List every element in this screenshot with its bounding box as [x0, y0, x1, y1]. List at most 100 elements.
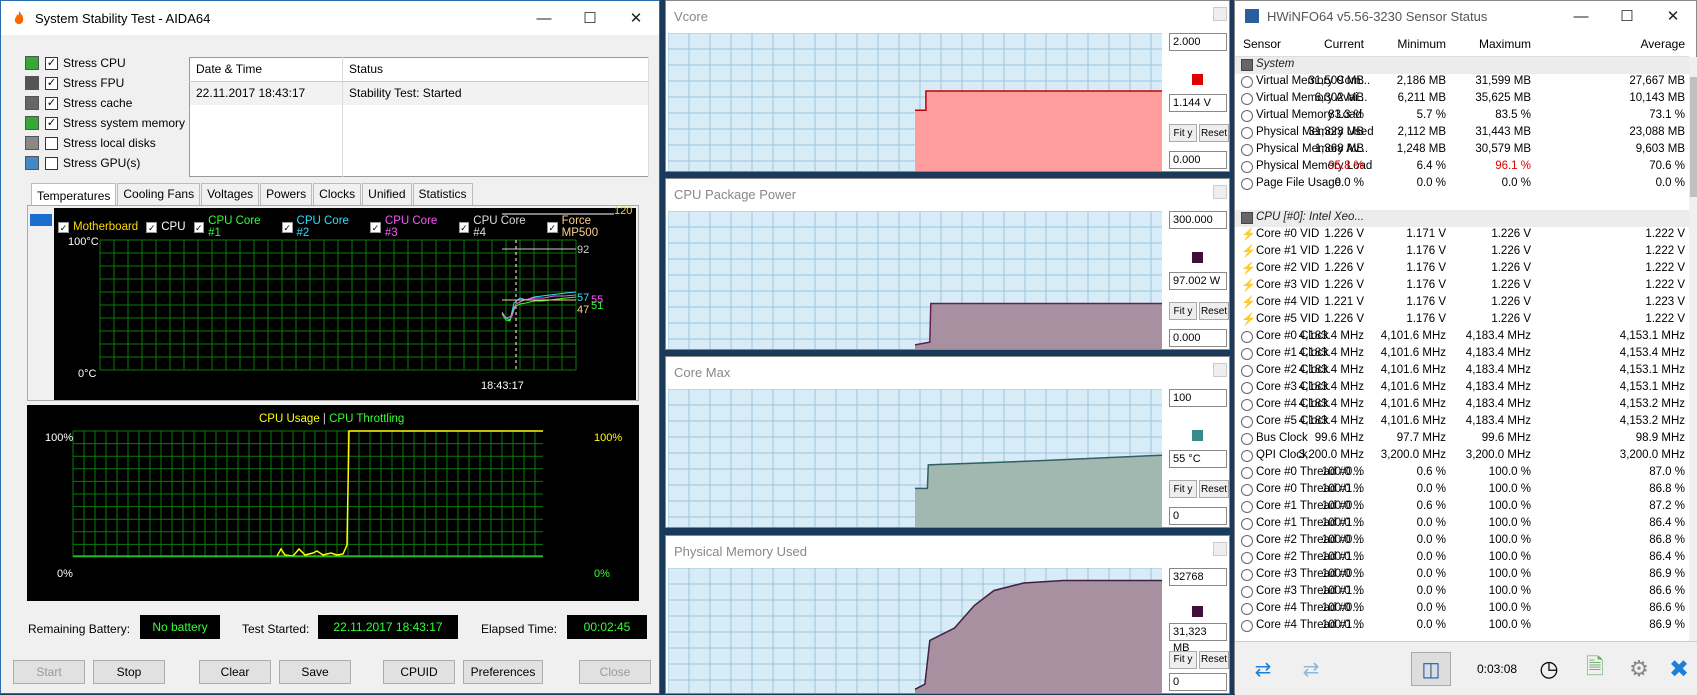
cpuid-button[interactable]: CPUID: [383, 660, 455, 684]
close-x-icon[interactable]: ✖: [1668, 655, 1690, 683]
clear-button[interactable]: Clear: [199, 660, 271, 684]
graph-min-field[interactable]: 0: [1169, 673, 1227, 691]
sensor-row[interactable]: Virtual Memory Com... 31,509 MB 2,186 MB 31…: [1235, 74, 1689, 91]
legend-item[interactable]: ✓ Motherboard: [58, 215, 138, 239]
stress-checkbox[interactable]: ✓: [45, 76, 58, 90]
legend-checkbox[interactable]: ✓: [193, 221, 205, 233]
stress-option[interactable]: ✓ Stress CPU: [25, 53, 185, 73]
sensor-row[interactable]: Page File Usage 0.0 % 0.0 % 0.0 % 0.0 %: [1235, 176, 1689, 193]
graph-min-field[interactable]: 0.000: [1169, 329, 1227, 347]
reset-button[interactable]: Reset: [1199, 302, 1229, 321]
graph-close-icon[interactable]: [1213, 363, 1227, 377]
legend-item[interactable]: ✓ CPU Core #1: [193, 215, 274, 239]
log-header-status[interactable]: Status: [342, 57, 649, 82]
reset-button[interactable]: Reset: [1199, 124, 1229, 143]
sensor-row[interactable]: Core #1 Clock 4,183.4 MHz 4,101.6 MHz 4,183…: [1235, 346, 1689, 363]
stress-option[interactable]: Stress GPU(s): [25, 153, 185, 173]
report-icon[interactable]: 🗎: [1586, 654, 1604, 679]
sensor-row[interactable]: ⚡ Core #5 VID 1.226 V 1.176 V 1.226 V 1.222 V: [1235, 312, 1689, 329]
sensor-scrollbar[interactable]: [1689, 57, 1697, 641]
scroll-indicator[interactable]: [30, 214, 52, 226]
sensor-row[interactable]: Core #4 Thread #0... 100.0 % 0.0 % 100.0 % 8…: [1235, 601, 1689, 618]
sensor-group-row[interactable]: CPU [#0]: Intel Xeo...: [1235, 210, 1689, 227]
sensor-row[interactable]: Core #4 Clock 4,183.4 MHz 4,101.6 MHz 4,183…: [1235, 397, 1689, 414]
stress-checkbox[interactable]: ✓: [45, 56, 58, 70]
col-minimum[interactable]: Minimum: [1397, 37, 1446, 51]
graph-max-field[interactable]: 32768: [1169, 568, 1227, 586]
sensor-group-row[interactable]: System: [1235, 57, 1689, 74]
stress-checkbox[interactable]: ✓: [45, 116, 58, 130]
minimize-button[interactable]: —: [536, 9, 552, 27]
legend-checkbox[interactable]: ✓: [370, 221, 381, 233]
col-sensor[interactable]: Sensor: [1243, 37, 1282, 51]
series-color-swatch[interactable]: [1192, 74, 1203, 86]
graph-close-icon[interactable]: [1213, 185, 1227, 199]
hw-maximize-button[interactable]: ☐: [1620, 8, 1634, 25]
tab-powers[interactable]: Powers: [260, 183, 313, 206]
sensor-row[interactable]: Physical Memory Av... 1,368 MB 1,248 MB 30,…: [1235, 142, 1689, 159]
stress-checkbox[interactable]: [45, 136, 58, 150]
sensor-row[interactable]: Virtual Memory Avai... 6,302 MB 6,211 MB 35…: [1235, 91, 1689, 108]
sensor-row[interactable]: Core #4 Thread #1... 100.0 % 0.0 % 100.0 % 8…: [1235, 618, 1689, 635]
sensor-row[interactable]: Core #2 Thread #0... 100.0 % 0.0 % 100.0 % 8…: [1235, 533, 1689, 550]
sensor-row[interactable]: ⚡ Core #3 VID 1.226 V 1.176 V 1.226 V 1.222 V: [1235, 278, 1689, 295]
hw-minimize-button[interactable]: —: [1573, 7, 1589, 25]
tab-voltages[interactable]: Voltages: [201, 183, 260, 206]
stress-option[interactable]: ✓ Stress FPU: [25, 73, 185, 93]
fit-y-button[interactable]: Fit y: [1169, 124, 1197, 143]
stress-option[interactable]: ✓ Stress cache: [25, 93, 185, 113]
graph-min-field[interactable]: 0: [1169, 507, 1227, 525]
sensor-row[interactable]: Core #3 Clock 4,183.4 MHz 4,101.6 MHz 4,183…: [1235, 380, 1689, 397]
tab-temperatures[interactable]: Temperatures: [31, 183, 117, 206]
sensor-row[interactable]: Core #1 Thread #0... 100.0 % 0.6 % 100.0 % 8…: [1235, 499, 1689, 516]
maximize-button[interactable]: ☐: [583, 10, 597, 27]
stress-option[interactable]: Stress local disks: [25, 133, 185, 153]
sensor-row[interactable]: Core #0 Clock 4,183.4 MHz 4,101.6 MHz 4,183…: [1235, 329, 1689, 346]
legend-item[interactable]: ✓ Force MP500: [547, 215, 628, 239]
save-button[interactable]: Save: [279, 660, 351, 684]
graph-max-field[interactable]: 300.000: [1169, 211, 1227, 229]
graph-max-field[interactable]: 100: [1169, 389, 1227, 407]
graph-min-field[interactable]: 0.000: [1169, 151, 1227, 169]
preferences-button[interactable]: Preferences: [463, 660, 543, 684]
col-average[interactable]: Average: [1640, 37, 1685, 51]
sensor-row[interactable]: ⚡ Core #0 VID 1.226 V 1.171 V 1.226 V 1.222 V: [1235, 227, 1689, 244]
sensor-row[interactable]: Bus Clock 99.6 MHz 97.7 MHz 99.6 MHz 98.9 MH…: [1235, 431, 1689, 448]
nav-arrows-disabled-icon[interactable]: ⇄: [1302, 658, 1320, 681]
legend-checkbox[interactable]: ✓: [458, 221, 470, 233]
sensor-row[interactable]: Core #3 Thread #0... 100.0 % 0.0 % 100.0 % 8…: [1235, 567, 1689, 584]
hw-close-window-button[interactable]: ✕: [1666, 8, 1680, 25]
stress-option[interactable]: ✓ Stress system memory: [25, 113, 185, 133]
hwinfo-titlebar[interactable]: HWiNFO64 v5.56-3230 Sensor Status — ☐ ✕: [1235, 1, 1696, 31]
sensor-row[interactable]: Core #0 Thread #1... 100.0 % 0.0 % 100.0 % 8…: [1235, 482, 1689, 499]
graph-max-field[interactable]: 2.000: [1169, 33, 1227, 51]
tab-clocks[interactable]: Clocks: [313, 183, 362, 206]
sensor-row[interactable]: Physical Memory Load 95.8 % 6.4 % 96.1 % 70.…: [1235, 159, 1689, 176]
settings-gear-icon[interactable]: ⚙: [1629, 656, 1649, 681]
tab-cooling-fans[interactable]: Cooling Fans: [117, 183, 201, 206]
series-color-swatch[interactable]: [1192, 605, 1203, 617]
col-maximum[interactable]: Maximum: [1478, 37, 1531, 51]
close-button[interactable]: Close: [579, 660, 651, 684]
network-icon[interactable]: ◫: [1411, 652, 1451, 686]
stress-checkbox[interactable]: [45, 156, 58, 170]
sensor-row[interactable]: Core #3 Thread #1... 100.0 % 0.0 % 100.0 % 8…: [1235, 584, 1689, 601]
sensor-row[interactable]: QPI Clock 3,200.0 MHz 3,200.0 MHz 3,200.0 M…: [1235, 448, 1689, 465]
sensor-row[interactable]: Physical Memory Used 31,323 MB 2,112 MB 31,…: [1235, 125, 1689, 142]
legend-item[interactable]: ✓ CPU Core #3: [370, 215, 450, 239]
tab-unified[interactable]: Unified: [362, 183, 412, 206]
sensor-row[interactable]: ⚡ Core #1 VID 1.226 V 1.176 V 1.226 V 1.222 V: [1235, 244, 1689, 261]
legend-item[interactable]: ✓ CPU: [146, 215, 186, 239]
sensor-row[interactable]: Core #2 Clock 4,183.4 MHz 4,101.6 MHz 4,183…: [1235, 363, 1689, 380]
tab-statistics[interactable]: Statistics: [412, 183, 473, 206]
series-color-swatch[interactable]: [1192, 430, 1203, 442]
graph-close-icon[interactable]: [1213, 7, 1227, 21]
fit-y-button[interactable]: Fit y: [1169, 650, 1197, 669]
fit-y-button[interactable]: Fit y: [1169, 480, 1197, 499]
legend-checkbox[interactable]: ✓: [281, 221, 293, 233]
legend-checkbox[interactable]: ✓: [58, 221, 69, 233]
nav-arrows-icon[interactable]: ⇄: [1254, 658, 1272, 681]
legend-item[interactable]: ✓ CPU Core #2: [281, 215, 362, 239]
reset-button[interactable]: Reset: [1199, 480, 1229, 499]
graph-close-icon[interactable]: [1213, 542, 1227, 556]
